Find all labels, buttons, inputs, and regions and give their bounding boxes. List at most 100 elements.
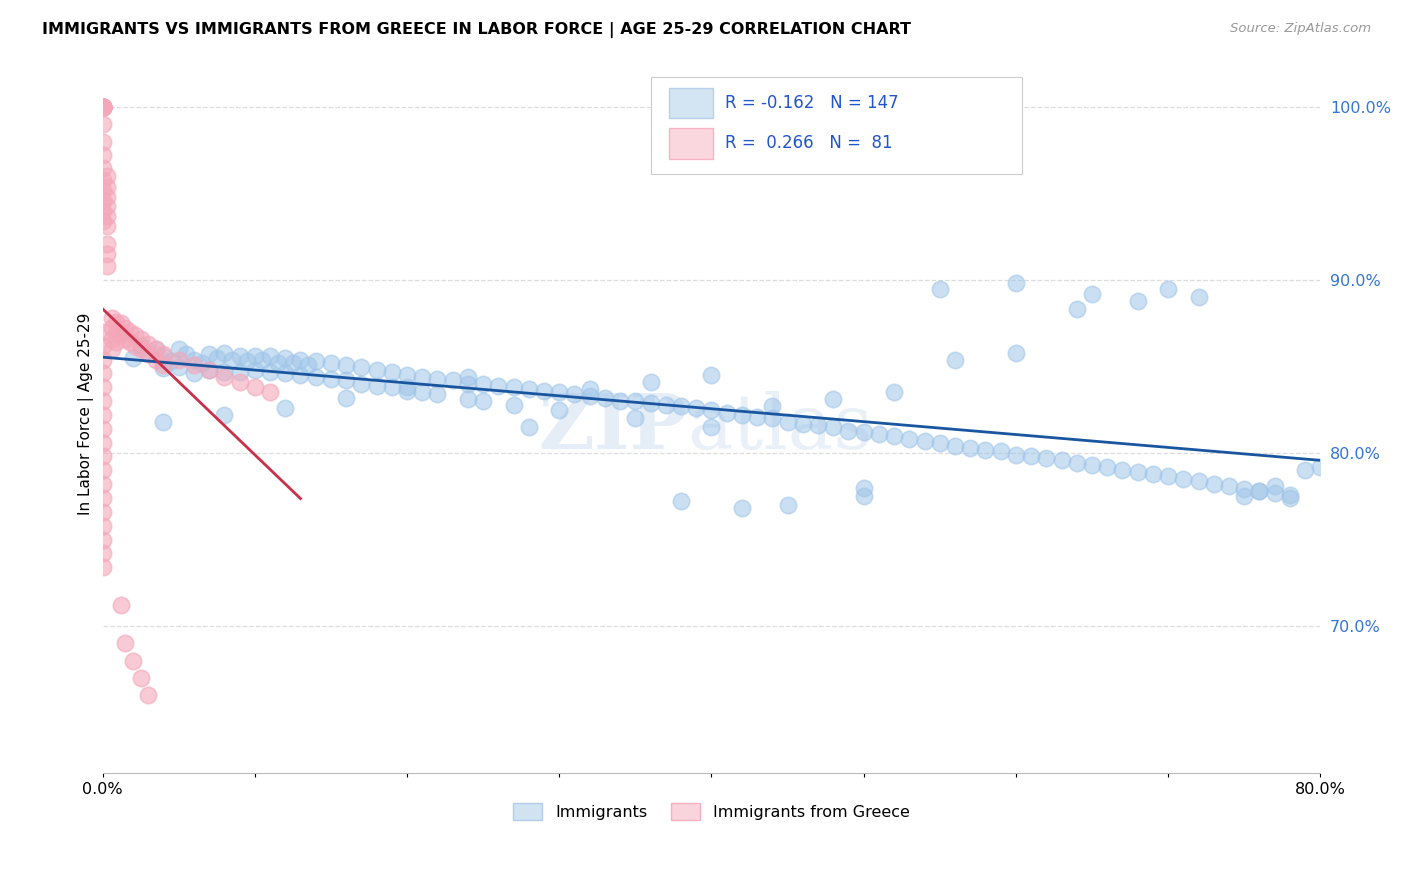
Point	[1142, 467, 1164, 481]
Point	[274, 367, 297, 381]
Point	[852, 489, 875, 503]
Point	[731, 408, 754, 422]
Point	[129, 332, 152, 346]
Point	[502, 398, 524, 412]
FancyBboxPatch shape	[669, 128, 713, 159]
Point	[183, 367, 205, 381]
Point	[290, 368, 312, 383]
Point	[136, 347, 159, 361]
Point	[91, 518, 114, 533]
Point	[1249, 484, 1271, 499]
Point	[214, 345, 236, 359]
Point	[91, 100, 114, 114]
Point	[655, 398, 678, 412]
Point	[91, 546, 114, 560]
Point	[91, 135, 114, 149]
Point	[335, 391, 357, 405]
Point	[145, 343, 167, 357]
Point	[1264, 485, 1286, 500]
Point	[640, 375, 662, 389]
Point	[472, 394, 495, 409]
Point	[578, 382, 600, 396]
Point	[669, 494, 692, 508]
Point	[792, 417, 814, 431]
Point	[91, 560, 114, 574]
Point	[1035, 451, 1057, 466]
Point	[564, 387, 586, 401]
Text: Source: ZipAtlas.com: Source: ZipAtlas.com	[1230, 22, 1371, 36]
Point	[472, 376, 495, 391]
Point	[100, 343, 122, 357]
Point	[441, 373, 464, 387]
Point	[1126, 293, 1149, 308]
Point	[457, 370, 479, 384]
Point	[1081, 286, 1104, 301]
Point	[228, 375, 250, 389]
Point	[548, 385, 571, 400]
Point	[259, 385, 281, 400]
Point	[640, 396, 662, 410]
Point	[700, 368, 723, 383]
Point	[290, 352, 312, 367]
Point	[883, 385, 905, 400]
Point	[96, 259, 118, 273]
Point	[426, 371, 449, 385]
FancyBboxPatch shape	[651, 77, 1022, 174]
Point	[105, 325, 128, 339]
Point	[761, 400, 783, 414]
Point	[1249, 484, 1271, 499]
Point	[1081, 458, 1104, 472]
Point	[91, 533, 114, 547]
Point	[136, 337, 159, 351]
Point	[366, 378, 388, 392]
Point	[669, 400, 692, 414]
Point	[990, 444, 1012, 458]
Point	[548, 402, 571, 417]
Point	[335, 358, 357, 372]
Point	[281, 356, 304, 370]
Point	[411, 385, 433, 400]
Point	[183, 352, 205, 367]
Point	[100, 311, 122, 326]
Point	[91, 491, 114, 505]
Point	[91, 380, 114, 394]
Point	[91, 325, 114, 339]
Point	[145, 343, 167, 357]
Point	[152, 347, 174, 361]
Point	[114, 332, 136, 346]
Point	[395, 384, 418, 398]
Text: ZIP: ZIP	[538, 392, 688, 466]
Point	[823, 392, 845, 407]
Point	[411, 370, 433, 384]
Point	[228, 349, 250, 363]
Point	[319, 371, 342, 385]
Point	[259, 365, 281, 379]
Point	[852, 425, 875, 440]
Point	[236, 354, 259, 368]
Point	[1126, 465, 1149, 479]
Point	[426, 387, 449, 401]
Point	[1233, 489, 1256, 503]
Point	[593, 391, 616, 405]
Point	[91, 505, 114, 519]
Point	[1095, 459, 1118, 474]
Point	[91, 463, 114, 477]
Point	[1157, 468, 1180, 483]
Point	[1264, 479, 1286, 493]
Point	[118, 325, 141, 339]
Point	[152, 361, 174, 376]
Point	[700, 420, 723, 434]
Point	[91, 100, 114, 114]
Point	[486, 378, 509, 392]
Point	[852, 481, 875, 495]
Y-axis label: In Labor Force | Age 25-29: In Labor Force | Age 25-29	[79, 313, 94, 516]
Point	[381, 380, 404, 394]
Point	[91, 100, 114, 114]
Point	[761, 411, 783, 425]
Point	[152, 415, 174, 429]
Point	[91, 352, 114, 367]
Point	[1278, 491, 1301, 505]
Point	[350, 376, 373, 391]
Point	[1157, 282, 1180, 296]
Text: atlas: atlas	[688, 392, 873, 466]
